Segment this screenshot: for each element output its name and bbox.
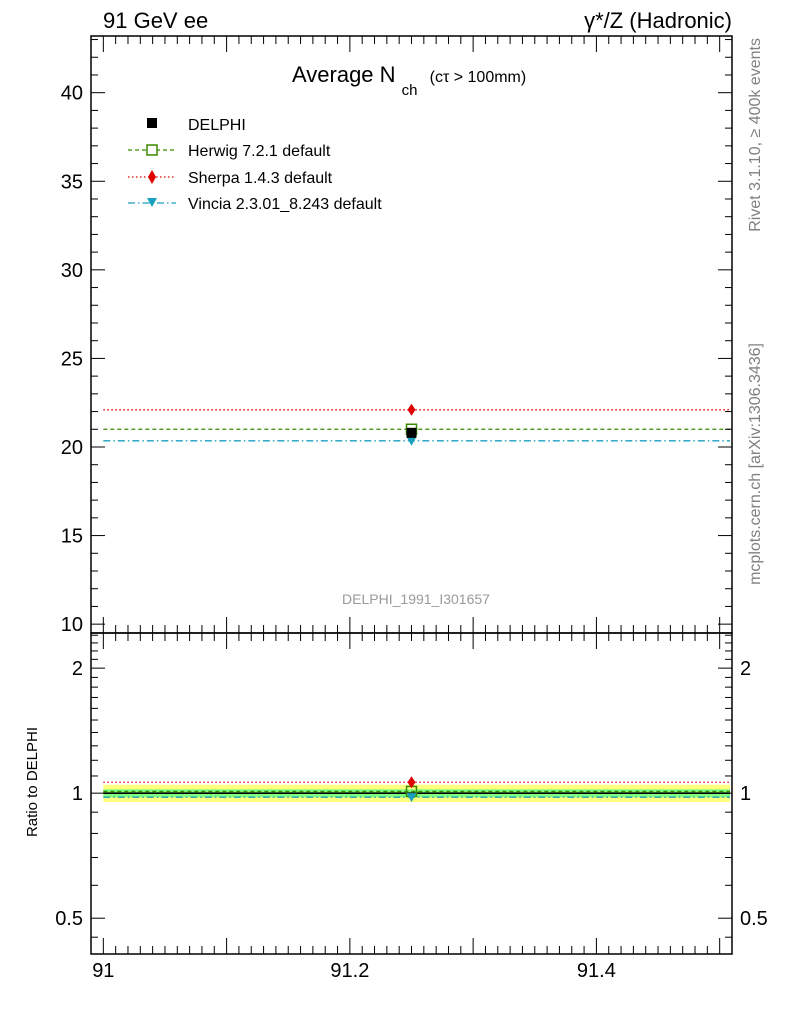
- legend-entry-3: Vincia 2.3.01_8.243 default: [188, 196, 382, 213]
- ratio-tick-label-right: 1: [740, 783, 751, 805]
- legend-entry-1: Herwig 7.2.1 default: [188, 143, 331, 160]
- y-tick-label: 25: [61, 348, 83, 370]
- chart-title: Average N ch (cτ > 100mm): [292, 62, 526, 100]
- ratio-tick-label-left: 1: [72, 783, 83, 805]
- y-tick-label: 20: [61, 437, 83, 459]
- y-tick-label: 35: [61, 171, 83, 193]
- mcplots-label: mcplots.cern.ch [arXiv:1306.3436]: [747, 343, 764, 585]
- legend: DELPHI Herwig 7.2.1 default Sherpa 1.4.3…: [128, 117, 382, 213]
- data-point-0: [406, 427, 417, 438]
- ratio-point-2: [407, 776, 416, 789]
- legend-marker-herwig: [146, 144, 158, 156]
- legend-entry-0: DELPHI: [188, 117, 246, 134]
- legend-marker-delphi: [147, 118, 157, 128]
- y-tick-label: 10: [61, 614, 83, 636]
- y-tick-label: 30: [61, 260, 83, 282]
- y-tick-label: 15: [61, 526, 83, 548]
- analysis-watermark: DELPHI_1991_I301657: [342, 591, 490, 607]
- legend-entry-2: Sherpa 1.4.3 default: [188, 170, 333, 187]
- main-panel: 10 15 20 25 30 35 40: [61, 35, 733, 636]
- ratio-tick-label-right: 0.5: [740, 908, 768, 930]
- legend-marker-sherpa: [148, 170, 156, 184]
- ratio-ylabel: Ratio to DELPHI: [24, 727, 41, 837]
- header-right: γ*/Z (Hadronic): [584, 8, 732, 33]
- legend-marker-vincia: [147, 198, 157, 207]
- ratio-panel: 0.5 0.5 1 1 2 2: [55, 632, 768, 955]
- ratio-tick-label-left: 0.5: [55, 908, 83, 930]
- rivet-label: Rivet 3.1.10, ≥ 400k events: [747, 38, 764, 232]
- chart-title-main: Average N: [292, 62, 396, 87]
- y-tick-label: 40: [61, 83, 83, 105]
- chart-title-sub: ch: [402, 82, 418, 99]
- data-point-3: [406, 436, 417, 446]
- x-tick-label: 91: [92, 960, 114, 982]
- data-point-2: [407, 403, 416, 416]
- ratio-tick-label-right: 2: [740, 658, 751, 680]
- ratio-point-3: [406, 793, 417, 803]
- chart-title-cond: (cτ > 100mm): [430, 69, 527, 86]
- x-tick-label: 91.4: [577, 960, 616, 982]
- x-tick-label: 91.2: [330, 960, 369, 982]
- ratio-tick-label-left: 2: [72, 658, 83, 680]
- header-left: 91 GeV ee: [103, 8, 208, 33]
- ratio-frame: [90, 632, 733, 955]
